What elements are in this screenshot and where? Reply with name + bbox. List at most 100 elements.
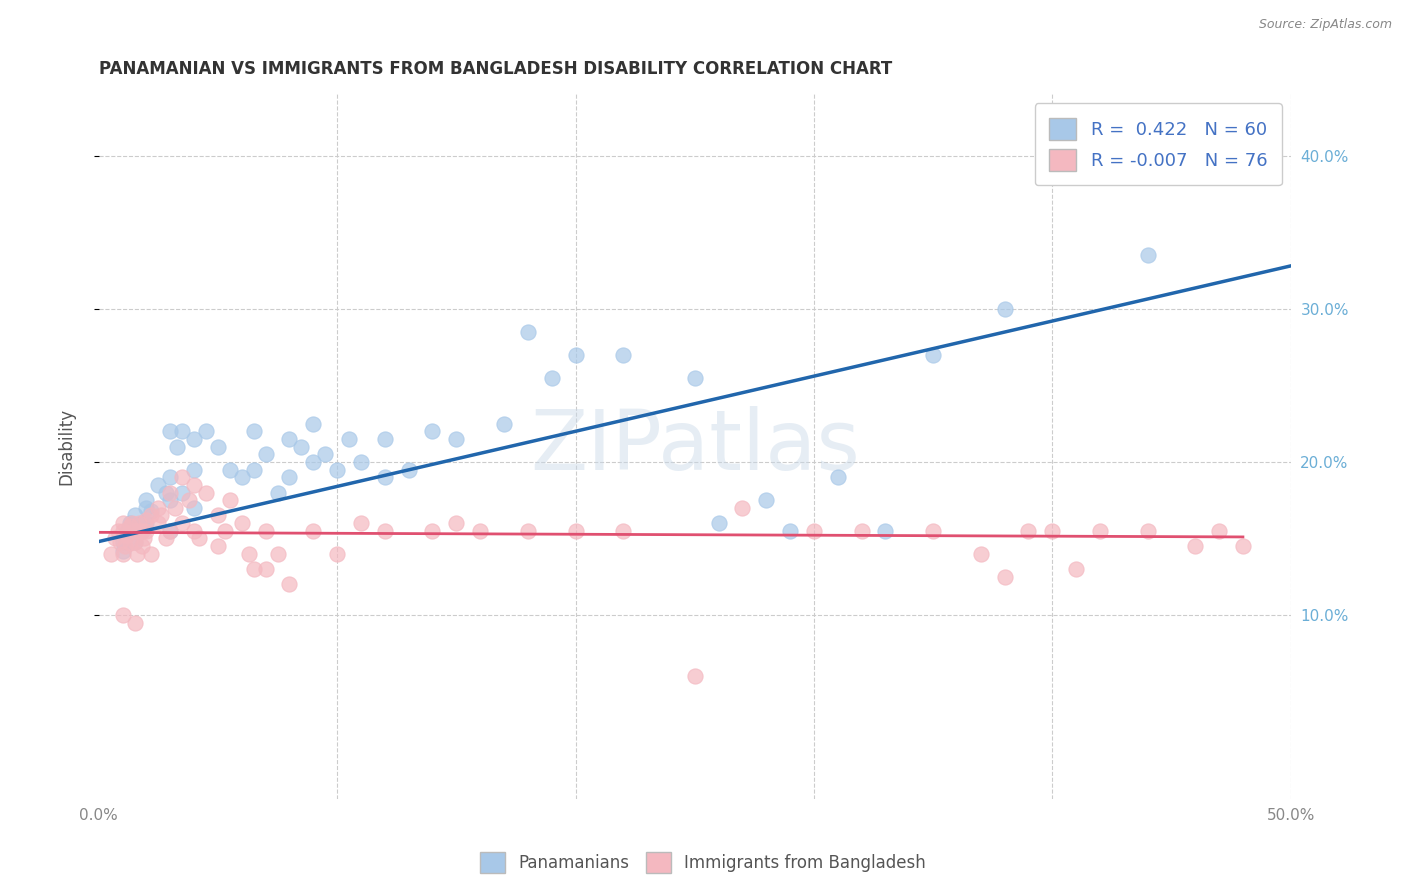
Point — [302, 455, 325, 469]
Legend: Panamanians, Immigrants from Bangladesh: Panamanians, Immigrants from Bangladesh — [474, 846, 932, 880]
Point — [172, 485, 194, 500]
Point — [124, 524, 146, 538]
Point — [231, 470, 253, 484]
Point — [422, 524, 444, 538]
Point — [107, 524, 129, 538]
Point — [125, 524, 148, 538]
Point — [254, 524, 277, 538]
Point — [683, 669, 706, 683]
Point — [374, 470, 396, 484]
Point — [326, 547, 349, 561]
Text: Source: ZipAtlas.com: Source: ZipAtlas.com — [1258, 18, 1392, 31]
Point — [922, 348, 945, 362]
Point — [111, 534, 134, 549]
Point — [149, 508, 172, 523]
Point — [238, 547, 260, 561]
Point — [970, 547, 993, 561]
Point — [195, 425, 218, 439]
Point — [254, 447, 277, 461]
Point — [803, 524, 825, 538]
Point — [993, 570, 1015, 584]
Point — [612, 348, 634, 362]
Point — [117, 528, 139, 542]
Point — [779, 524, 801, 538]
Point — [135, 500, 157, 515]
Point — [148, 516, 170, 530]
Point — [131, 539, 153, 553]
Point — [516, 325, 538, 339]
Text: PANAMANIAN VS IMMIGRANTS FROM BANGLADESH DISABILITY CORRELATION CHART: PANAMANIAN VS IMMIGRANTS FROM BANGLADESH… — [98, 60, 891, 78]
Point — [165, 500, 187, 515]
Point — [993, 301, 1015, 316]
Point — [242, 425, 264, 439]
Point — [827, 470, 849, 484]
Point — [195, 485, 218, 500]
Point — [114, 539, 136, 553]
Point — [159, 425, 181, 439]
Point — [302, 524, 325, 538]
Point — [166, 440, 188, 454]
Point — [242, 462, 264, 476]
Point — [374, 432, 396, 446]
Point — [135, 524, 157, 538]
Point — [159, 470, 181, 484]
Point — [350, 516, 373, 530]
Point — [117, 524, 139, 538]
Y-axis label: Disability: Disability — [58, 408, 75, 485]
Point — [159, 524, 181, 538]
Point — [183, 432, 205, 446]
Point — [172, 470, 194, 484]
Point — [290, 440, 312, 454]
Point — [683, 370, 706, 384]
Point — [219, 493, 242, 508]
Point — [1136, 524, 1159, 538]
Point — [1040, 524, 1063, 538]
Point — [314, 447, 336, 461]
Point — [1136, 248, 1159, 262]
Point — [124, 615, 146, 630]
Point — [132, 532, 155, 546]
Point — [242, 562, 264, 576]
Point — [1017, 524, 1039, 538]
Point — [183, 462, 205, 476]
Point — [111, 547, 134, 561]
Point — [278, 577, 301, 591]
Point — [124, 534, 146, 549]
Point — [141, 508, 163, 523]
Point — [111, 543, 134, 558]
Point — [183, 478, 205, 492]
Point — [128, 516, 150, 530]
Point — [564, 524, 586, 538]
Point — [118, 516, 141, 530]
Point — [540, 370, 562, 384]
Point — [172, 516, 194, 530]
Point — [131, 524, 153, 538]
Point — [278, 470, 301, 484]
Point — [141, 504, 163, 518]
Point — [159, 493, 181, 508]
Point — [564, 348, 586, 362]
Point — [131, 524, 153, 538]
Point — [159, 485, 181, 500]
Legend: R =  0.422   N = 60, R = -0.007   N = 76: R = 0.422 N = 60, R = -0.007 N = 76 — [1035, 103, 1282, 186]
Point — [612, 524, 634, 538]
Point — [851, 524, 873, 538]
Point — [155, 532, 177, 546]
Point — [172, 425, 194, 439]
Point — [121, 516, 143, 530]
Point — [302, 417, 325, 431]
Point — [1064, 562, 1087, 576]
Text: ZIPatlas: ZIPatlas — [530, 406, 859, 487]
Point — [110, 534, 132, 549]
Point — [398, 462, 420, 476]
Point — [266, 485, 288, 500]
Point — [755, 493, 778, 508]
Point — [131, 516, 153, 530]
Point — [470, 524, 492, 538]
Point — [207, 508, 229, 523]
Point — [446, 516, 468, 530]
Point — [100, 547, 122, 561]
Point — [148, 478, 170, 492]
Point — [350, 455, 373, 469]
Point — [104, 532, 127, 546]
